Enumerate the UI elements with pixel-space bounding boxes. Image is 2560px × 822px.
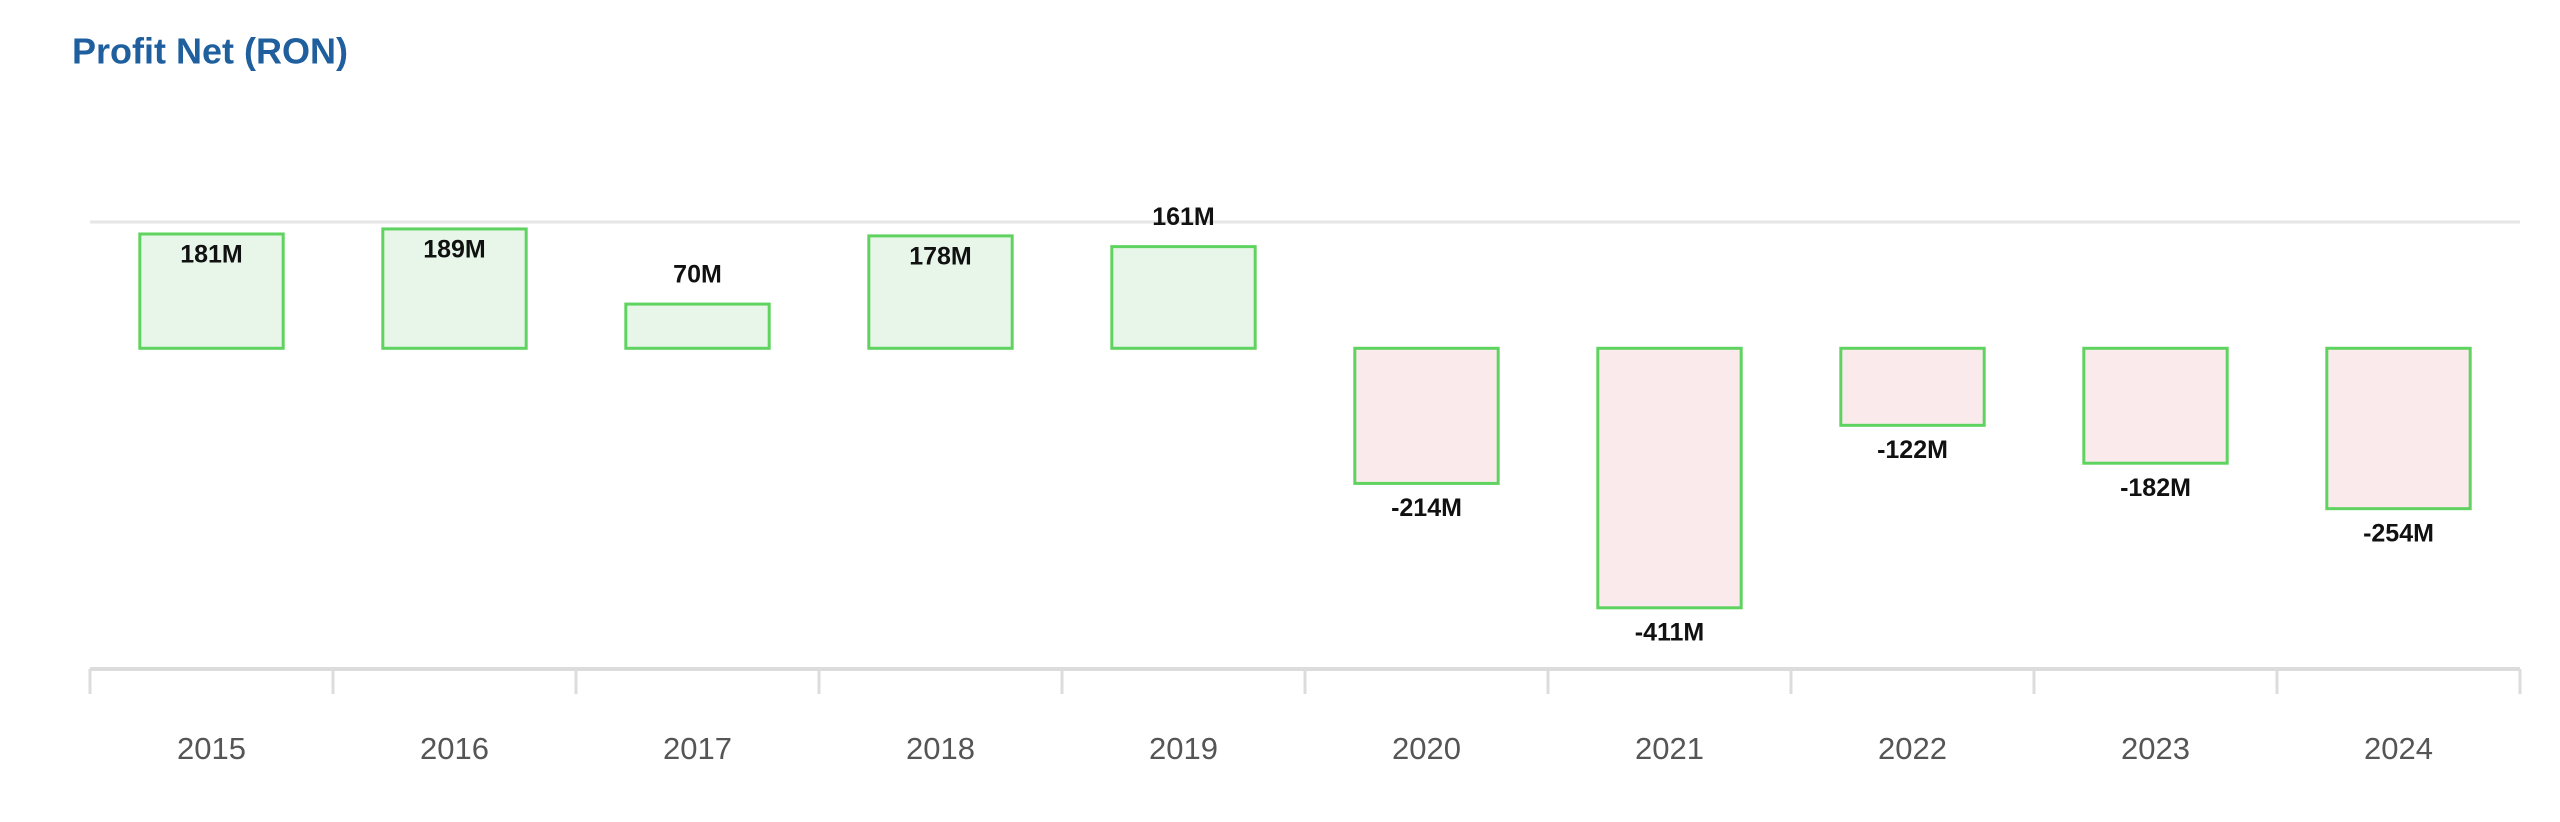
value-label: 178M: [909, 243, 972, 271]
bar: [2325, 346, 2472, 511]
x-tick-label: 2017: [663, 731, 732, 766]
chart-title: Profit Net (RON): [72, 31, 348, 72]
bar: [138, 232, 285, 350]
value-label: -411M: [1635, 618, 1704, 646]
value-label: 189M: [423, 236, 486, 264]
bar: [867, 234, 1014, 350]
bar: [1596, 346, 1743, 610]
x-tick-label: 2022: [1878, 731, 1947, 766]
bar: [624, 302, 771, 350]
x-tick-label: 2019: [1149, 731, 1218, 766]
x-tick-label: 2021: [1635, 731, 1704, 766]
bar: [1353, 346, 1500, 485]
x-tick-label: 2020: [1392, 731, 1461, 766]
value-label: -182M: [2120, 474, 2191, 502]
x-tick-label: 2018: [906, 731, 975, 766]
x-tick-label: 2024: [2364, 731, 2433, 766]
x-tick-label: 2023: [2121, 731, 2190, 766]
value-label: 161M: [1152, 203, 1215, 231]
bar: [1110, 245, 1257, 350]
value-label: -214M: [1391, 494, 1462, 522]
value-label: -122M: [1877, 436, 1948, 464]
x-tick-label: 2016: [420, 731, 489, 766]
value-label: 181M: [180, 241, 243, 269]
value-label: -254M: [2363, 519, 2434, 547]
bar: [1839, 346, 1986, 427]
x-tick-label: 2015: [177, 731, 246, 766]
bar: [2082, 346, 2229, 465]
bar: [381, 227, 528, 350]
value-label: 70M: [673, 261, 722, 289]
